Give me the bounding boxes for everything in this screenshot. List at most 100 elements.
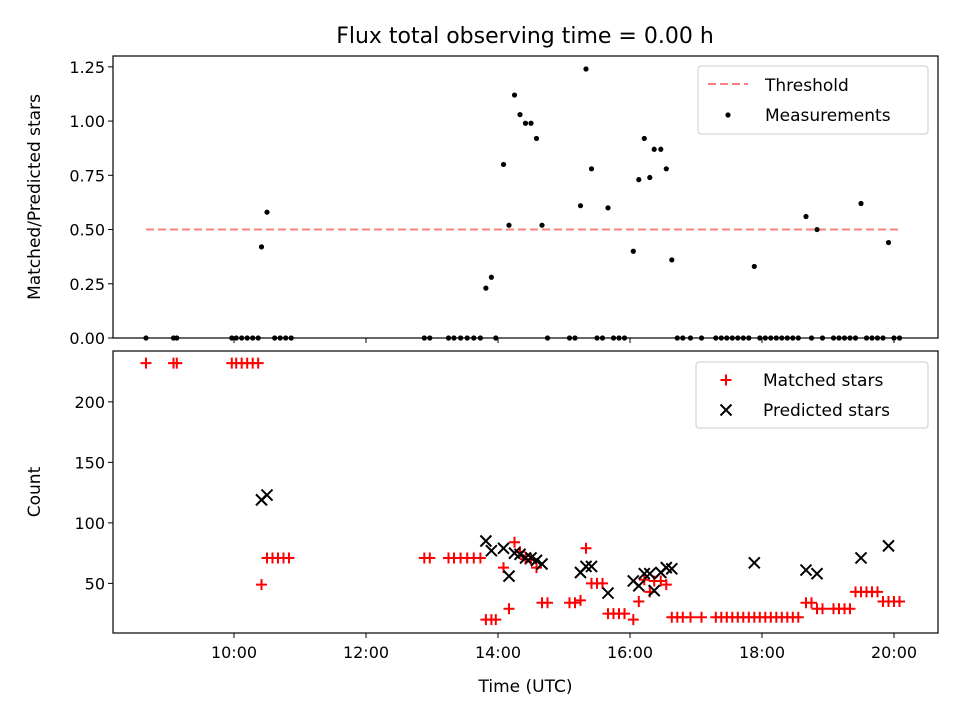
y-tick-label: 100 — [74, 514, 105, 533]
matched-stars-point — [580, 542, 592, 554]
matched-stars-point — [597, 577, 608, 589]
measurement-point — [588, 166, 595, 172]
y-tick-label: 0.25 — [69, 275, 105, 294]
y-tick-label: 0.75 — [69, 166, 105, 185]
matched-stars-point — [503, 603, 515, 615]
measurement-point — [885, 239, 892, 246]
predicted-stars-point — [585, 560, 598, 573]
ratio-panel: 0.00 0.25 0.50 0.75 1.00 1.25 Matched/Predicte… — [25, 55, 939, 348]
measurement-point — [751, 263, 757, 270]
measurement-point — [858, 200, 864, 207]
measurement-point — [577, 203, 584, 209]
matched-stars-point — [872, 586, 883, 598]
measurement-point — [522, 120, 529, 126]
legend-matched-swatch — [720, 374, 732, 386]
y-tick-label: 200 — [74, 393, 105, 412]
x-axis-label: Time (UTC) — [478, 677, 573, 697]
matched-stars-point — [844, 603, 856, 615]
measurement-point — [669, 257, 675, 263]
measurement-point — [258, 244, 265, 250]
x-tick-label: 14:00 — [475, 643, 521, 662]
matched-stars-point — [424, 552, 436, 564]
measurement-point — [528, 120, 534, 126]
y-axis-label: Count — [25, 466, 45, 517]
measurement-point — [511, 92, 518, 98]
measurement-point — [641, 135, 647, 142]
predicted-stars-point — [579, 560, 593, 573]
matched-stars-point — [542, 597, 553, 609]
y-tick-label: 0.50 — [69, 221, 105, 240]
figure-title: Flux total observing time = 0.00 h — [336, 24, 714, 49]
measurement-point — [517, 111, 523, 118]
predicted-stars-point — [601, 586, 615, 600]
measurement-point — [663, 166, 669, 172]
legend-box — [697, 65, 929, 135]
predicted-stars-point — [638, 567, 651, 580]
matched-stars-point — [806, 597, 817, 609]
matched-stars-point — [696, 611, 707, 623]
predicted-stars-point — [519, 551, 532, 565]
predicted-stars-point — [530, 554, 543, 567]
plot-frame — [112, 55, 939, 339]
matched-stars-point — [685, 611, 696, 623]
matched-stars-point — [531, 562, 542, 574]
predicted-stars-point — [882, 539, 895, 553]
predicted-stars-point — [485, 544, 498, 557]
measurement-point — [636, 177, 642, 183]
predicted-stars-point — [260, 488, 274, 502]
measurement-point — [658, 146, 664, 152]
plot-frame — [112, 350, 939, 634]
matched-stars-point — [252, 357, 264, 369]
matched-stars-point — [627, 614, 639, 626]
matched-stars-point — [638, 574, 650, 586]
x-tick-label: 10:00 — [211, 643, 257, 662]
y-tick-label: 1.25 — [69, 58, 105, 77]
y-tick-label: 1.00 — [69, 112, 105, 131]
y-tick-label: 0.00 — [69, 329, 105, 348]
predicted-stars-point — [513, 548, 527, 561]
matched-stars-point — [894, 596, 905, 608]
y-axis-label: Matched/Predicted stars — [25, 94, 45, 300]
matched-stars-point — [256, 579, 267, 591]
x-tick-label: 18:00 — [739, 643, 785, 662]
legend-matched-label: Matched stars — [763, 371, 883, 391]
predicted-stars-point — [647, 584, 661, 597]
measurement-point — [533, 135, 540, 142]
measurement-point — [583, 66, 589, 72]
matched-stars-point — [509, 536, 520, 548]
legend-predicted-label: Predicted stars — [763, 401, 890, 421]
measurement-point — [500, 161, 507, 168]
predicted-stars-point — [632, 579, 646, 593]
predicted-stars-point — [854, 551, 868, 565]
predicted-stars-point — [502, 569, 516, 583]
matched-stars-point — [140, 357, 152, 369]
measurement-point — [539, 222, 545, 228]
matched-stars-point — [619, 608, 630, 620]
predicted-stars-point — [497, 542, 510, 555]
legend-measurement-label: Measurements — [765, 106, 891, 126]
x-tick-label: 12:00 — [343, 643, 389, 662]
matched-stars-point — [633, 596, 645, 608]
legend-threshold-label: Threshold — [764, 76, 849, 96]
matched-stars-point — [817, 603, 828, 615]
measurement-point — [483, 285, 489, 291]
predicted-stars-point — [665, 562, 679, 576]
matched-stars-point — [283, 552, 295, 564]
x-tick-label: 16:00 — [607, 643, 653, 662]
measurement-point — [647, 174, 653, 181]
measurement-point — [488, 274, 494, 280]
matched-stars-point — [171, 357, 183, 369]
legend-box — [695, 361, 929, 429]
measurement-point — [506, 222, 512, 228]
measurement-point — [605, 205, 611, 211]
matched-stars-point — [569, 597, 581, 609]
legend-measurement-swatch — [725, 112, 731, 118]
measurement-point — [814, 226, 820, 233]
predicted-stars-point — [799, 563, 813, 577]
predicted-stars-point — [748, 556, 761, 570]
matched-stars-point — [575, 594, 586, 606]
measurement-point — [630, 248, 636, 254]
predicted-stars-point — [810, 567, 824, 580]
count-panel: 50 100 150 200 10:00 12:00 14:00 16:00 18:00 20:0… — [25, 350, 939, 697]
